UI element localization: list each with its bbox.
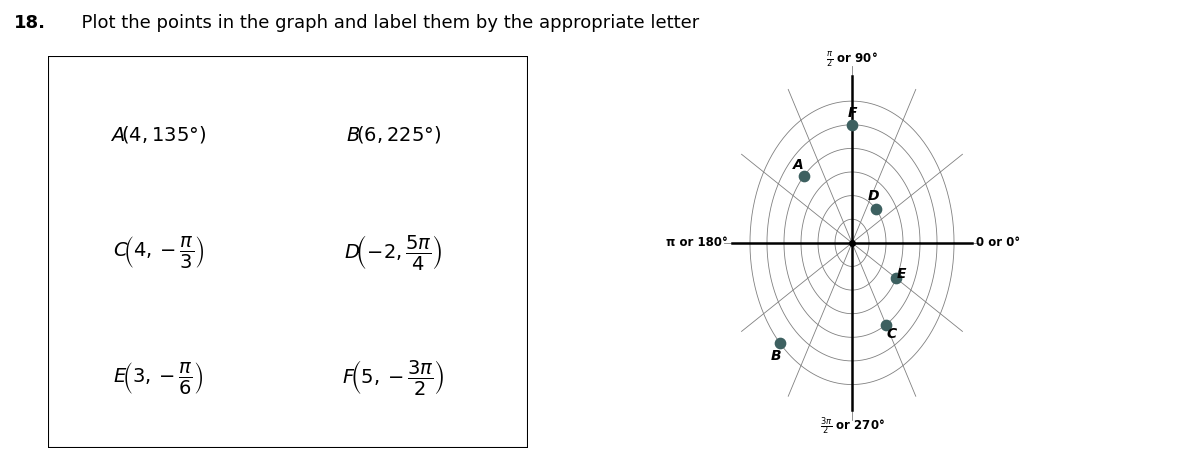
Point <box>887 275 906 282</box>
Point <box>842 121 862 128</box>
Text: E: E <box>896 267 906 281</box>
Text: $\frac{3\pi}{2}$ or 270°: $\frac{3\pi}{2}$ or 270° <box>820 416 884 438</box>
Text: F: F <box>847 106 857 120</box>
FancyBboxPatch shape <box>48 56 528 448</box>
Text: $F\!\left(5,-\dfrac{3\pi}{2}\right)$: $F\!\left(5,-\dfrac{3\pi}{2}\right)$ <box>342 358 445 397</box>
Text: Plot the points in the graph and label them by the appropriate letter: Plot the points in the graph and label t… <box>70 14 698 32</box>
Text: $D\!\left(-2,\dfrac{5\pi}{4}\right)$: $D\!\left(-2,\dfrac{5\pi}{4}\right)$ <box>344 233 443 272</box>
Text: B: B <box>770 349 781 363</box>
Text: A: A <box>792 158 803 172</box>
Text: 0 or 0°: 0 or 0° <box>977 236 1021 249</box>
Text: $\frac{\pi}{2}$ or 90°: $\frac{\pi}{2}$ or 90° <box>826 51 878 70</box>
Point <box>770 340 790 347</box>
Text: $C\!\left(4,-\dfrac{\pi}{3}\right)$: $C\!\left(4,-\dfrac{\pi}{3}\right)$ <box>113 234 204 270</box>
Text: $E\!\left(3,-\dfrac{\pi}{6}\right)$: $E\!\left(3,-\dfrac{\pi}{6}\right)$ <box>113 360 204 396</box>
Text: $B\!\left(6,225°\right)$: $B\!\left(6,225°\right)$ <box>346 124 442 145</box>
Text: $A\!\left(4,135°\right)$: $A\!\left(4,135°\right)$ <box>110 124 206 145</box>
Point <box>794 172 814 180</box>
Point <box>876 321 895 328</box>
Text: C: C <box>886 327 896 341</box>
Point <box>866 205 886 213</box>
Text: D: D <box>868 190 880 204</box>
Text: π or 180°: π or 180° <box>666 236 727 249</box>
Text: 18.: 18. <box>14 14 47 32</box>
